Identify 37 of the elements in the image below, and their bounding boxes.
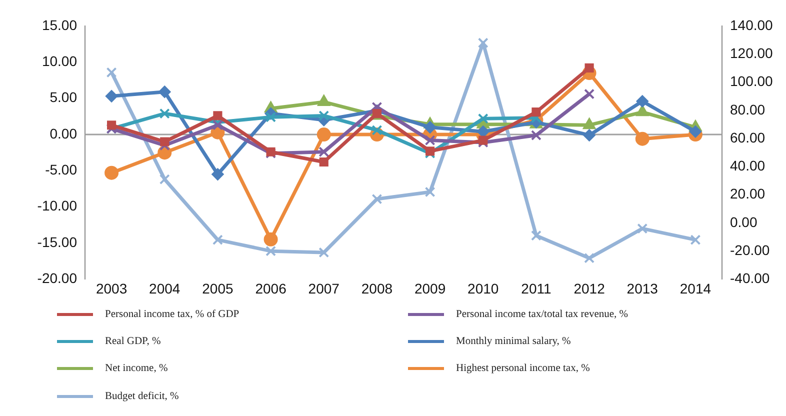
x-tick-label: 2009 [414,280,446,296]
y-tick-label: 0.00 [50,125,78,142]
y2-tick-label: 60.00 [730,129,766,146]
x-tick-label: 2004 [149,280,180,296]
y-tick-label: -20.00 [37,270,78,286]
y-tick-label: -10.00 [37,198,78,214]
x-tick-label: 2011 [521,280,552,296]
x-tick-label: 2005 [202,280,234,296]
x-tick-label: 2012 [574,280,606,296]
y-tick-label: -15.00 [37,234,78,250]
x-tick-label: 2014 [680,280,712,296]
y2-tick-label: 0.00 [730,214,758,230]
y2-tick-label: 80.00 [730,101,766,118]
y2-tick-label: 100.00 [730,73,774,90]
y-tick-label: 10.00 [42,53,78,70]
y2-tick-label: 120.00 [730,44,774,61]
x-tick-label: 2006 [255,280,287,296]
x-tick-label: 2007 [308,280,340,296]
legend-label: Budget deficit, % [105,390,179,402]
legend-label: Highest personal income tax, % [456,362,590,374]
y2-tick-label: 140.00 [730,16,774,33]
y2-tick-label: 20.00 [730,186,766,202]
legend-label: Net income, % [105,362,168,374]
legend-label: Personal income tax, % of GDP [105,308,240,320]
x-tick-label: 2010 [468,280,499,296]
x-tick-label: 2003 [96,280,128,296]
x-tick-label: 2008 [361,280,393,296]
legend-label: Real GDP, % [105,336,161,346]
y2-tick-label: -40.00 [730,270,770,286]
y-tick-label: 15.00 [42,16,78,33]
x-tick-label: 2013 [626,280,658,296]
y2-tick-label: -20.00 [730,242,770,258]
y-tick-label: 5.00 [50,89,78,106]
legend-label: Monthly minimal salary, % [456,336,571,346]
legend-label: Personal income tax/total tax revenue, % [456,308,628,320]
y2-tick-label: 40.00 [730,158,766,174]
y-tick-label: -5.00 [45,162,78,178]
